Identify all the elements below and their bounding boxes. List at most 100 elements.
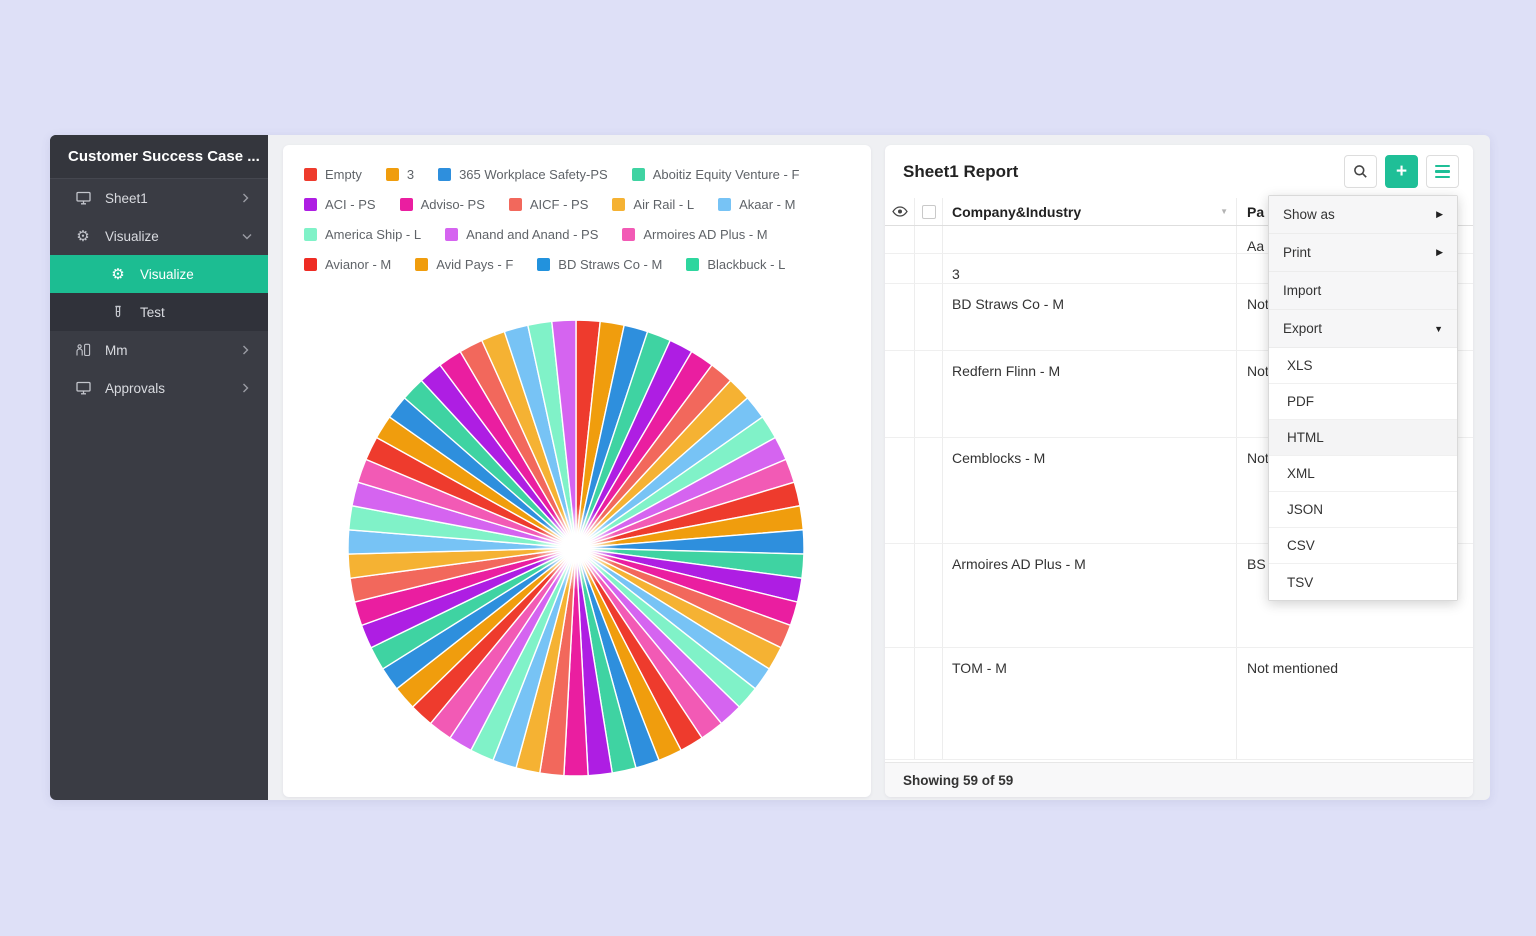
row-eye-cell [885, 254, 915, 283]
monitor-icon [75, 380, 91, 396]
legend-swatch [438, 168, 452, 181]
menu-item-export[interactable]: Export ▼ [1269, 310, 1457, 348]
legend-item[interactable]: Aboitiz Equity Venture - F [631, 167, 799, 182]
menu-item-show-as[interactable]: Show as ▶ [1269, 196, 1457, 234]
legend-swatch [686, 258, 700, 271]
company-cell: Redfern Flinn - M [943, 351, 1237, 437]
row-checkbox-cell [915, 351, 943, 437]
legend-item[interactable]: Blackbuck - L [686, 257, 785, 272]
legend-swatch [631, 168, 645, 181]
sidebar-item-mm[interactable]: Mm [50, 331, 268, 369]
column-sort-caret-icon[interactable]: ▼ [1220, 207, 1228, 216]
select-all-checkbox[interactable] [921, 204, 936, 219]
company-cell: TOM - M [943, 648, 1237, 759]
company-value: 3 [952, 266, 960, 282]
legend-label: AICF - PS [529, 197, 589, 212]
company-cell: BD Straws Co - M [943, 284, 1237, 350]
eye-column-header[interactable] [885, 198, 915, 225]
gear-icon: ⚙ [111, 265, 125, 283]
search-icon [1353, 164, 1368, 179]
legend-item[interactable]: Akaar - M [718, 197, 795, 212]
company-value: Redfern Flinn - M [952, 363, 1061, 379]
legend-item[interactable]: 365 Workplace Safety-PS [438, 167, 608, 182]
company-value: TOM - M [952, 660, 1007, 676]
row-checkbox-cell [915, 284, 943, 350]
value-cell: BS [1237, 544, 1473, 647]
sidebar-item-approvals[interactable]: Approvals [50, 369, 268, 407]
app-title: Customer Success Case ... [50, 135, 268, 179]
export-option-csv[interactable]: CSV [1269, 528, 1457, 564]
select-all-cell[interactable] [915, 198, 943, 225]
legend-swatch [445, 228, 459, 241]
sidebar-item-label: Visualize [140, 266, 194, 282]
legend-label: Akaar - M [739, 197, 796, 212]
table-row[interactable]: Aa [885, 226, 1473, 254]
menu-item-label: Show as [1283, 207, 1335, 222]
legend-swatch [612, 198, 626, 211]
legend-label: ACI - PS [325, 197, 376, 212]
company-value: BD Straws Co - M [952, 296, 1065, 312]
legend-swatch [537, 258, 551, 271]
report-options-menu: Show as ▶ Print ▶ Import Export ▼ XLS PDF HTML XML… [1268, 195, 1458, 601]
pie-legend: Empty 3 365 Workplace Safety-PS Aboitiz Equ… [283, 145, 871, 272]
legend-swatch [304, 258, 317, 271]
export-option-json[interactable]: JSON [1269, 492, 1457, 528]
legend-item[interactable]: America Ship - L [304, 227, 421, 242]
legend-item[interactable]: Empty [304, 167, 362, 182]
pie-slice[interactable] [550, 319, 577, 549]
legend-item[interactable]: 3 [385, 167, 414, 182]
row-eye-cell [885, 648, 915, 759]
add-record-button[interactable]: + [1385, 155, 1418, 188]
chevron-right-icon [242, 193, 252, 203]
legend-item[interactable]: Air Rail - L [612, 197, 694, 212]
export-option-tsv[interactable]: TSV [1269, 564, 1457, 600]
table-row[interactable]: 3 [885, 254, 1473, 284]
export-option-html[interactable]: HTML [1269, 420, 1457, 456]
legend-item[interactable]: BD Straws Co - M [537, 257, 662, 272]
search-button[interactable] [1344, 155, 1377, 188]
row-eye-cell [885, 351, 915, 437]
legend-label: Avianor - M [325, 257, 392, 272]
company-column-header[interactable]: Company&Industry ▼ [943, 198, 1237, 225]
monitor-icon [75, 190, 91, 206]
legend-item[interactable]: AICF - PS [508, 197, 589, 212]
row-eye-cell [885, 226, 915, 253]
second-column-header[interactable]: Pa [1237, 198, 1473, 225]
menu-item-print[interactable]: Print ▶ [1269, 234, 1457, 272]
pie-chart[interactable] [341, 313, 811, 783]
export-option-xls[interactable]: XLS [1269, 348, 1457, 384]
table-row[interactable]: Armoires AD Plus - M BS [885, 544, 1473, 648]
menu-item-import[interactable]: Import [1269, 272, 1457, 310]
row-checkbox-cell [915, 254, 943, 283]
sidebar-item-visualize[interactable]: ⚙ Visualize [50, 255, 268, 293]
column-label: Company&Industry [952, 203, 1082, 220]
legend-item[interactable]: Avianor - M [304, 257, 391, 272]
legend-item[interactable]: Adviso- PS [399, 197, 485, 212]
company-cell: Armoires AD Plus - M [943, 544, 1237, 647]
row-checkbox-cell [915, 226, 943, 253]
legend-item[interactable]: Armoires AD Plus - M [622, 227, 768, 242]
sidebar-item-visualize-parent[interactable]: ⚙ Visualize [50, 217, 268, 255]
report-menu-button[interactable] [1426, 155, 1459, 188]
export-option-pdf[interactable]: PDF [1269, 384, 1457, 420]
sidebar: Customer Success Case ... Sheet1 ⚙ Visua… [50, 135, 268, 800]
showing-count: Showing 59 of 59 [903, 772, 1014, 788]
sidebar-item-sheet1[interactable]: Sheet1 [50, 179, 268, 217]
legend-item[interactable]: Avid Pays - F [415, 257, 513, 272]
legend-swatch [508, 198, 522, 211]
value-cell: Not mentioned [1237, 648, 1473, 759]
table-row[interactable]: TOM - M Not mentioned [885, 648, 1473, 760]
sidebar-item-test[interactable]: Test [50, 293, 268, 331]
app-card: Customer Success Case ... Sheet1 ⚙ Visua… [50, 135, 1490, 800]
legend-swatch [718, 198, 732, 211]
people-icon [75, 342, 91, 358]
legend-item[interactable]: ACI - PS [304, 197, 376, 212]
report-header: Sheet1 Report + [885, 145, 1473, 198]
menu-item-label: Import [1283, 283, 1322, 298]
legend-label: Anand and Anand - PS [466, 227, 599, 242]
legend-item[interactable]: Anand and Anand - PS [445, 227, 598, 242]
export-option-xml[interactable]: XML [1269, 456, 1457, 492]
legend-swatch [304, 228, 317, 241]
row-eye-cell [885, 284, 915, 350]
